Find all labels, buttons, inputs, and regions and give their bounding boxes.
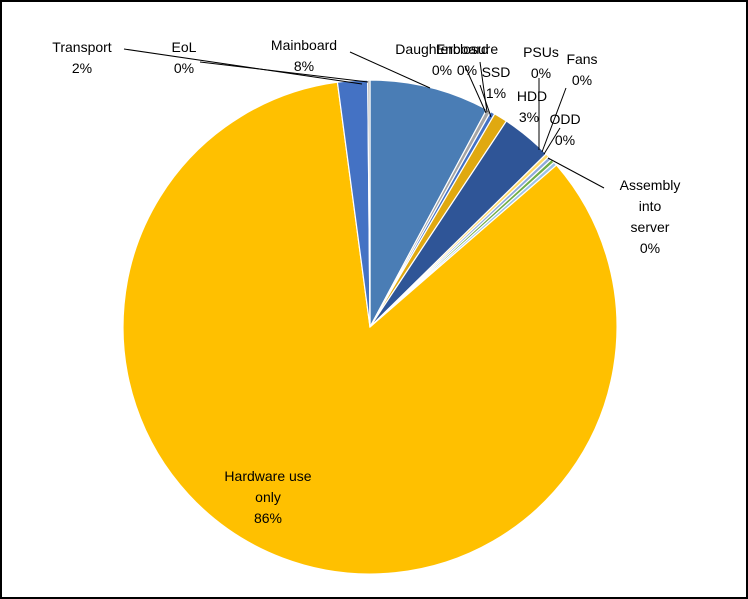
slice-label-name-line: only <box>255 489 281 505</box>
slice-label-percent: 0% <box>572 72 592 88</box>
slice-label-percent: 2% <box>72 60 92 76</box>
slice-label-hdd: HDD 3% <box>517 88 547 125</box>
slice-label-mainboard: Mainboard 8% <box>271 37 337 74</box>
slice-label-percent: 0% <box>555 132 575 148</box>
slice-label-percent: 1% <box>486 85 506 101</box>
slice-label-name-line: HDD <box>517 88 547 104</box>
leader-line-fans <box>541 87 567 153</box>
slice-label-percent: 0% <box>432 62 452 78</box>
slice-label-name-line: Daughterboard <box>395 41 488 57</box>
slice-label-assembly-into-server: Assembly into server 0% <box>620 177 681 256</box>
slice-label-name-line: PSUs <box>523 44 559 60</box>
slice-label-transport: Transport 2% <box>52 39 112 76</box>
slice-labels: Mainboard 8% Daughterboard 0% Enclosure 0% SSD… <box>52 37 680 526</box>
slice-label-hardware-use-only: Hardware use only 86% <box>224 468 311 526</box>
leader-lines <box>123 48 605 189</box>
slice-label-name-line: into <box>639 198 662 214</box>
slice-label-psus: PSUs 0% <box>523 44 559 81</box>
slice-label-name-line: Hardware use <box>224 468 311 484</box>
slice-label-name-line: Mainboard <box>271 37 337 53</box>
slice-label-eol: EoL 0% <box>172 39 197 76</box>
slice-label-name-line: SSD <box>482 64 511 80</box>
slice-label-percent: 0% <box>640 240 660 256</box>
leader-line-transport <box>123 48 363 85</box>
leader-line-enclosure <box>464 65 487 114</box>
slice-label-name-line: EoL <box>172 39 197 55</box>
leader-line-daughterboard <box>479 61 488 113</box>
slice-label-percent: 8% <box>294 58 314 74</box>
leader-line-ssd <box>479 84 492 118</box>
slice-label-percent: 0% <box>531 65 551 81</box>
slice-label-percent: 0% <box>457 62 477 78</box>
leader-line-mainboard <box>349 51 431 89</box>
slice-label-enclosure: Enclosure 0% <box>436 41 498 78</box>
slice-label-name-line: Fans <box>566 51 597 67</box>
pie-slice-eol <box>367 79 371 328</box>
slice-label-name-line: Assembly <box>620 177 681 193</box>
slice-label-fans: Fans 0% <box>566 51 597 88</box>
slice-label-name-line: Enclosure <box>436 41 498 57</box>
slice-label-name-line: Transport <box>52 39 112 55</box>
pie-slice-hardware-use-only <box>122 81 618 575</box>
slice-label-ssd: SSD 1% <box>482 64 511 101</box>
slice-label-percent: 86% <box>254 510 282 526</box>
leader-line-eol <box>199 61 369 83</box>
slice-label-name-line: server <box>631 219 670 235</box>
leader-line-odd <box>543 127 561 155</box>
leader-line-assembly-into-server <box>547 157 605 189</box>
slice-label-daughterboard: Daughterboard 0% <box>395 41 488 78</box>
slice-label-odd: ODD 0% <box>549 111 580 148</box>
slice-label-name-line: ODD <box>549 111 580 127</box>
slice-label-percent: 0% <box>174 60 194 76</box>
slice-label-percent: 3% <box>519 109 539 125</box>
pie-slices <box>122 79 618 575</box>
